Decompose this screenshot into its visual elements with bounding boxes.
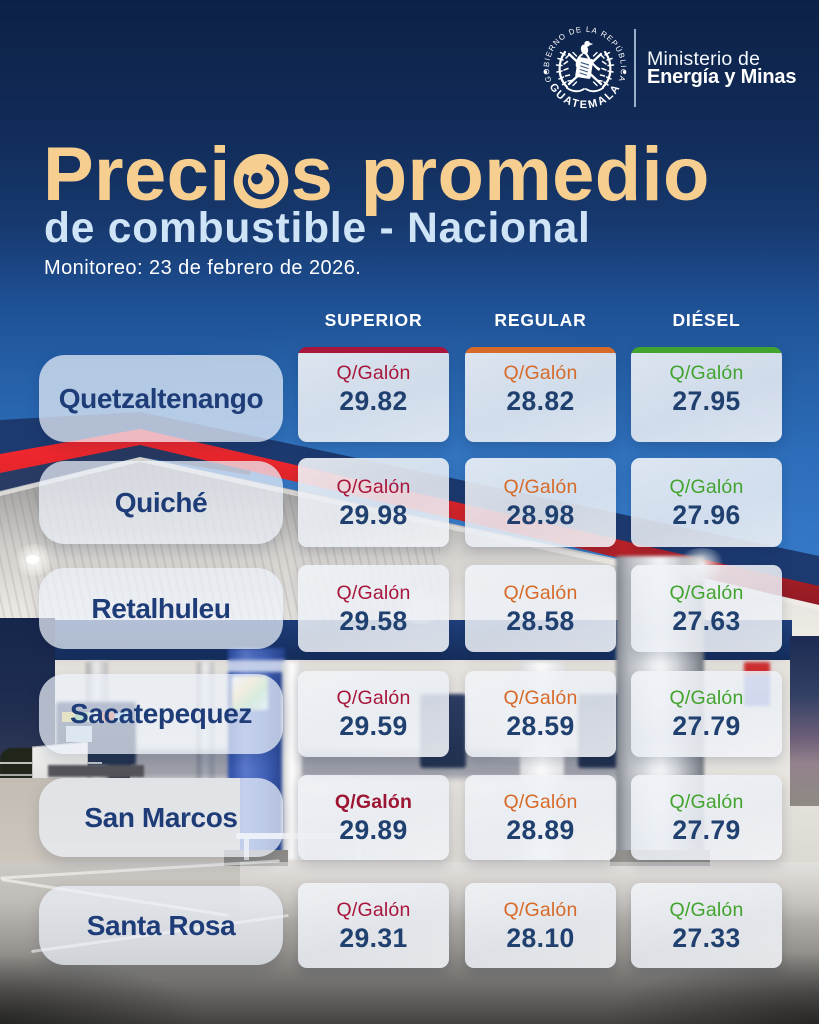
svg-text:GUATEMALA: GUATEMALA xyxy=(547,81,624,111)
